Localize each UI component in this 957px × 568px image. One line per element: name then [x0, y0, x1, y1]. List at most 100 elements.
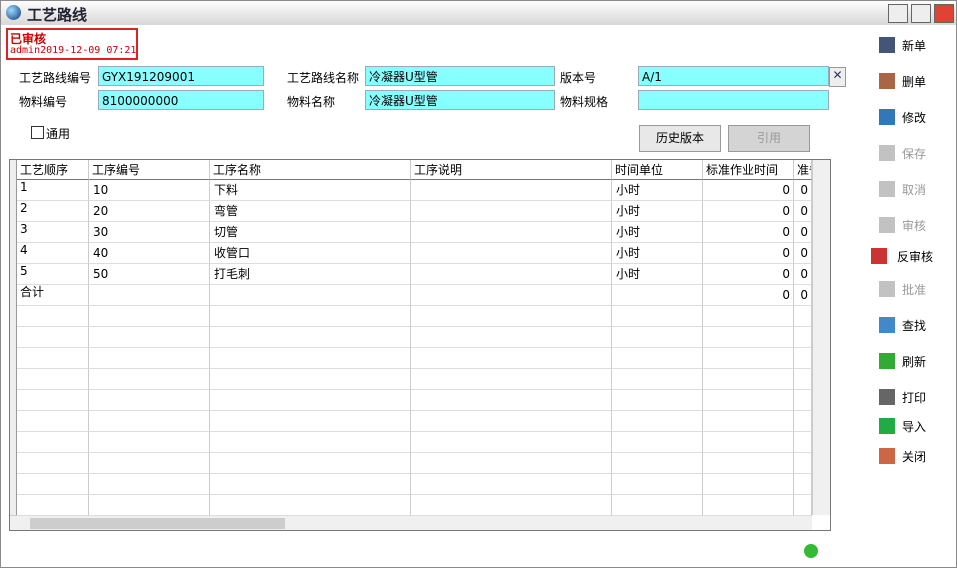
- table-cell: [210, 327, 411, 348]
- h-scroll-thumb[interactable]: [30, 518, 285, 529]
- toolbar-item[interactable]: 反审核: [871, 245, 943, 267]
- toolbar-item[interactable]: 打印: [871, 386, 943, 408]
- column-header: 工序名称: [210, 160, 411, 180]
- text-input[interactable]: A/1: [638, 66, 829, 86]
- table-cell: [210, 306, 411, 327]
- toolbar-item[interactable]: 导入: [871, 415, 943, 437]
- column-header: 工序编号: [89, 160, 210, 180]
- table-cell: [210, 390, 411, 411]
- table-cell: 10: [89, 180, 210, 201]
- table-cell: [794, 369, 812, 390]
- table-cell: 0: [794, 201, 812, 222]
- table-cell: [17, 432, 89, 453]
- toolbar-item[interactable]: 查找: [871, 314, 943, 336]
- table-cell: 20: [89, 201, 210, 222]
- table-cell: [210, 369, 411, 390]
- button[interactable]: 历史版本: [639, 125, 721, 152]
- table-cell: [17, 411, 89, 432]
- text-input[interactable]: 冷凝器U型管: [365, 90, 555, 110]
- table-cell: [17, 474, 89, 495]
- toolbar-item[interactable]: 关闭: [871, 445, 943, 467]
- table-cell: 0: [703, 180, 794, 201]
- toolbar-item[interactable]: 修改: [871, 106, 943, 128]
- toolbar-label: 取消: [902, 183, 927, 197]
- status-label: 已审核: [10, 32, 47, 46]
- table-cell: [411, 348, 612, 369]
- toolbar-label: 反审核: [897, 250, 934, 264]
- column-header: 时间单位: [612, 160, 703, 180]
- toolbar-item[interactable]: 新单: [871, 34, 943, 56]
- table-cell: [703, 432, 794, 453]
- table-cell: [210, 285, 411, 306]
- field-label: 物料名称: [287, 95, 336, 109]
- table-cell: [411, 285, 612, 306]
- field-label: 物料规格: [560, 95, 609, 109]
- close-button[interactable]: [934, 4, 954, 23]
- table-cell: [411, 432, 612, 453]
- status-info: admin2019-12-09 07:21: [10, 45, 137, 56]
- table-cell: [794, 411, 812, 432]
- table-cell: [411, 474, 612, 495]
- table-cell: [89, 390, 210, 411]
- v-scrollbar[interactable]: [812, 160, 830, 515]
- table-cell: [612, 432, 703, 453]
- h-scrollbar[interactable]: [10, 515, 812, 530]
- table-cell: 50: [89, 264, 210, 285]
- clear-button[interactable]: ✕: [829, 67, 846, 87]
- toolbar-icon: [879, 217, 895, 233]
- table-cell: 5: [17, 264, 89, 285]
- table-cell: [89, 306, 210, 327]
- table-cell: [794, 474, 812, 495]
- table-cell: [411, 201, 612, 222]
- text-input[interactable]: 8100000000: [98, 90, 264, 110]
- table-cell: [612, 327, 703, 348]
- table-cell: 2: [17, 201, 89, 222]
- table-cell: [210, 453, 411, 474]
- toolbar-item[interactable]: 刷新: [871, 350, 943, 372]
- checkbox[interactable]: [31, 126, 44, 139]
- table-cell: 打毛刺: [210, 264, 411, 285]
- table-cell: 0: [794, 222, 812, 243]
- column-header: 标准作业时间: [703, 160, 794, 180]
- table-cell: 小时: [612, 222, 703, 243]
- field-label: 工艺路线名称: [287, 71, 360, 85]
- table-cell: [703, 348, 794, 369]
- table-cell: [612, 474, 703, 495]
- table-cell: 0: [703, 201, 794, 222]
- table-cell: 4: [17, 243, 89, 264]
- toolbar-icon: [871, 248, 887, 264]
- table-cell: [89, 474, 210, 495]
- button: 引用: [728, 125, 810, 152]
- maximize-button[interactable]: [911, 4, 931, 23]
- toolbar-label: 保存: [902, 147, 927, 161]
- table-cell: [612, 306, 703, 327]
- table-cell: 弯管: [210, 201, 411, 222]
- table-cell: [703, 390, 794, 411]
- table-cell: 0: [794, 180, 812, 201]
- text-input[interactable]: [638, 90, 829, 110]
- toolbar-label: 刷新: [902, 355, 927, 369]
- toolbar-item: 保存: [871, 142, 943, 164]
- table-cell: 0: [703, 264, 794, 285]
- table-cell: [411, 180, 612, 201]
- table-cell: [794, 432, 812, 453]
- text-input[interactable]: GYX191209001: [98, 66, 264, 86]
- toolbar-icon: [879, 281, 895, 297]
- table-cell: 合计: [17, 285, 89, 306]
- table-cell: [411, 327, 612, 348]
- toolbar-label: 导入: [902, 420, 927, 434]
- table-cell: 40: [89, 243, 210, 264]
- table-cell: [612, 495, 703, 516]
- table-cell: [703, 306, 794, 327]
- table-cell: [210, 348, 411, 369]
- toolbar-icon: [879, 181, 895, 197]
- table-cell: [612, 411, 703, 432]
- toolbar-item[interactable]: 删单: [871, 70, 943, 92]
- table-cell: [210, 495, 411, 516]
- text-input[interactable]: 冷凝器U型管: [365, 66, 555, 86]
- table-cell: [411, 222, 612, 243]
- table-cell: [411, 306, 612, 327]
- toolbar-label: 新单: [902, 39, 927, 53]
- minimize-button[interactable]: [888, 4, 908, 23]
